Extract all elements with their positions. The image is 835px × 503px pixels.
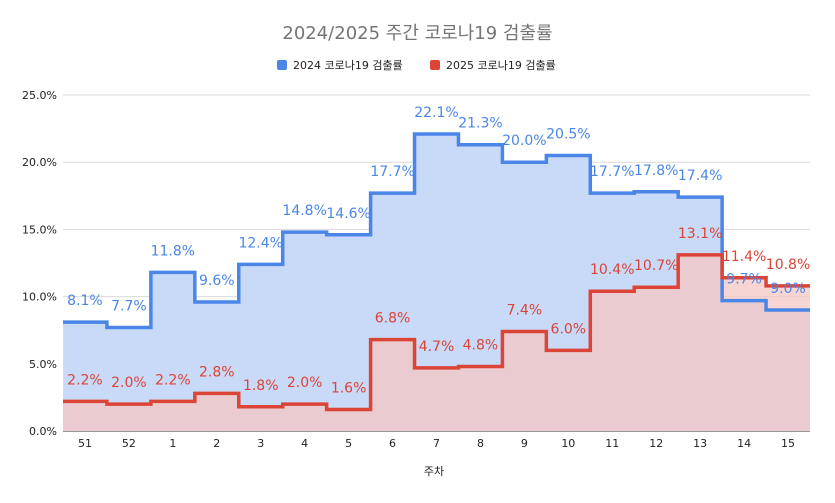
legend: 2024 코로나19 검출률 2025 코로나19 검출률 [277, 59, 556, 72]
x-tick-label: 6 [389, 437, 396, 450]
x-tick-label: 51 [78, 437, 92, 450]
data-label: 2.0% [111, 375, 147, 391]
data-label: 10.7% [634, 258, 678, 274]
x-tick-label: 15 [781, 437, 795, 450]
x-tick-label: 3 [257, 437, 264, 450]
x-tick-label: 5 [345, 437, 352, 450]
data-label: 20.0% [502, 133, 546, 149]
x-tick-label: 12 [649, 437, 663, 450]
series-line-0 [63, 132, 810, 330]
x-tick-label: 8 [477, 437, 484, 450]
series-area-1 [63, 254, 810, 431]
data-label: 6.0% [551, 321, 587, 337]
x-tick-label: 10 [561, 437, 575, 450]
data-label: 21.3% [458, 116, 502, 132]
data-label: 2.2% [67, 372, 103, 388]
data-label: 14.8% [282, 203, 326, 219]
data-label: 2.2% [155, 372, 191, 388]
data-label: 14.6% [326, 206, 370, 222]
data-label: 4.8% [463, 337, 499, 353]
data-label: 6.8% [375, 311, 411, 327]
data-label: 7.7% [111, 299, 147, 315]
data-label: 11.4% [722, 249, 766, 265]
data-label: 17.7% [370, 164, 414, 180]
data-label: 9.7% [726, 272, 762, 288]
data-label: 20.5% [546, 126, 590, 142]
data-label: 17.4% [678, 168, 722, 184]
y-tick-label: 10.0% [22, 291, 57, 304]
y-tick-label: 0.0% [29, 425, 57, 438]
data-label: 1.8% [243, 378, 279, 394]
legend-swatch-2024 [277, 60, 287, 70]
data-label: 10.8% [766, 257, 810, 273]
data-label: 22.1% [414, 105, 458, 121]
data-label: 1.6% [331, 380, 367, 396]
data-label: 2.8% [199, 364, 235, 380]
series-lines [63, 132, 810, 412]
y-tick-label: 20.0% [22, 156, 57, 169]
data-label: 4.7% [419, 339, 455, 355]
x-tick-label: 7 [433, 437, 440, 450]
x-tick-label: 13 [693, 437, 707, 450]
legend-label-2025: 2025 코로나19 검출률 [446, 59, 556, 72]
data-label: 11.8% [151, 243, 195, 259]
data-label: 9.0% [770, 281, 806, 297]
data-label: 2.0% [287, 375, 323, 391]
data-label: 10.4% [590, 262, 634, 278]
y-tick-label: 5.0% [29, 358, 57, 371]
x-tick-label: 4 [301, 437, 308, 450]
data-label: 9.6% [199, 273, 235, 289]
x-tick-label: 2 [213, 437, 220, 450]
x-tick-label: 1 [169, 437, 176, 450]
x-axis-ticks: 51 52 1 2 3 4 5 6 7 8 9 10 11 12 13 14 15 [78, 437, 795, 450]
chart-title: 2024/2025 주간 코로나19 검출률 [282, 23, 552, 44]
series-areas [63, 133, 810, 431]
y-axis-ticks: 0.0% 5.0% 10.0% 15.0% 20.0% 25.0% [22, 89, 57, 438]
x-axis-title: 주차 [424, 465, 444, 478]
x-tick-label: 52 [122, 437, 136, 450]
data-label: 8.1% [67, 293, 103, 309]
x-tick-label: 11 [605, 437, 619, 450]
series-line-1 [63, 253, 810, 412]
data-label: 17.8% [634, 163, 678, 179]
data-label: 7.4% [507, 303, 543, 319]
legend-label-2024: 2024 코로나19 검출률 [293, 59, 403, 72]
legend-swatch-2025 [430, 60, 440, 70]
data-label: 12.4% [238, 235, 282, 251]
data-label: 13.1% [678, 226, 722, 242]
data-label: 17.7% [590, 164, 634, 180]
x-tick-label: 14 [737, 437, 751, 450]
data-labels: 8.1% 7.7% 11.8%9.6% 12.4%14.8% 14.6% 17.7% 22.… [67, 105, 810, 397]
x-tick-label: 9 [521, 437, 528, 450]
y-tick-label: 25.0% [22, 89, 57, 102]
y-tick-label: 15.0% [22, 223, 57, 236]
